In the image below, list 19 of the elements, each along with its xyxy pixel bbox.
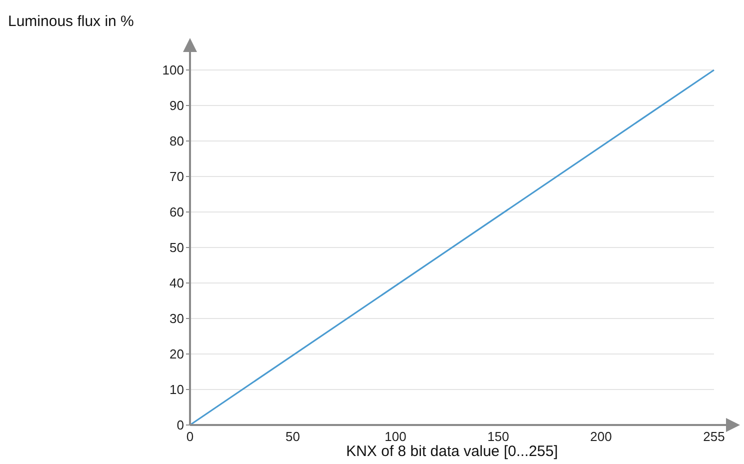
x-tick-label: 255 <box>703 429 725 444</box>
y-tick-label: 90 <box>170 98 184 114</box>
x-tick-label: 50 <box>286 429 300 444</box>
y-tick-label: 70 <box>170 169 184 184</box>
y-tick-label: 100 <box>162 62 184 78</box>
y-axis-title: Luminous flux in % <box>8 13 134 30</box>
y-tick-label: 60 <box>170 204 184 220</box>
x-tick-label: 0 <box>186 429 194 444</box>
y-tick-label: 10 <box>170 382 184 398</box>
y-tick-label: 20 <box>170 346 184 362</box>
x-tick-label: 200 <box>590 429 612 444</box>
y-tick-label: 0 <box>176 418 184 433</box>
y-tick-label: 80 <box>170 134 184 149</box>
y-tick-label: 40 <box>170 276 184 291</box>
y-tick-label: 30 <box>170 311 184 326</box>
x-tick-label: 100 <box>384 429 406 444</box>
x-axis-title: KNX of 8 bit data value [0...255] <box>346 443 558 460</box>
x-tick-label: 150 <box>487 429 510 444</box>
y-tick-label: 50 <box>170 240 184 256</box>
